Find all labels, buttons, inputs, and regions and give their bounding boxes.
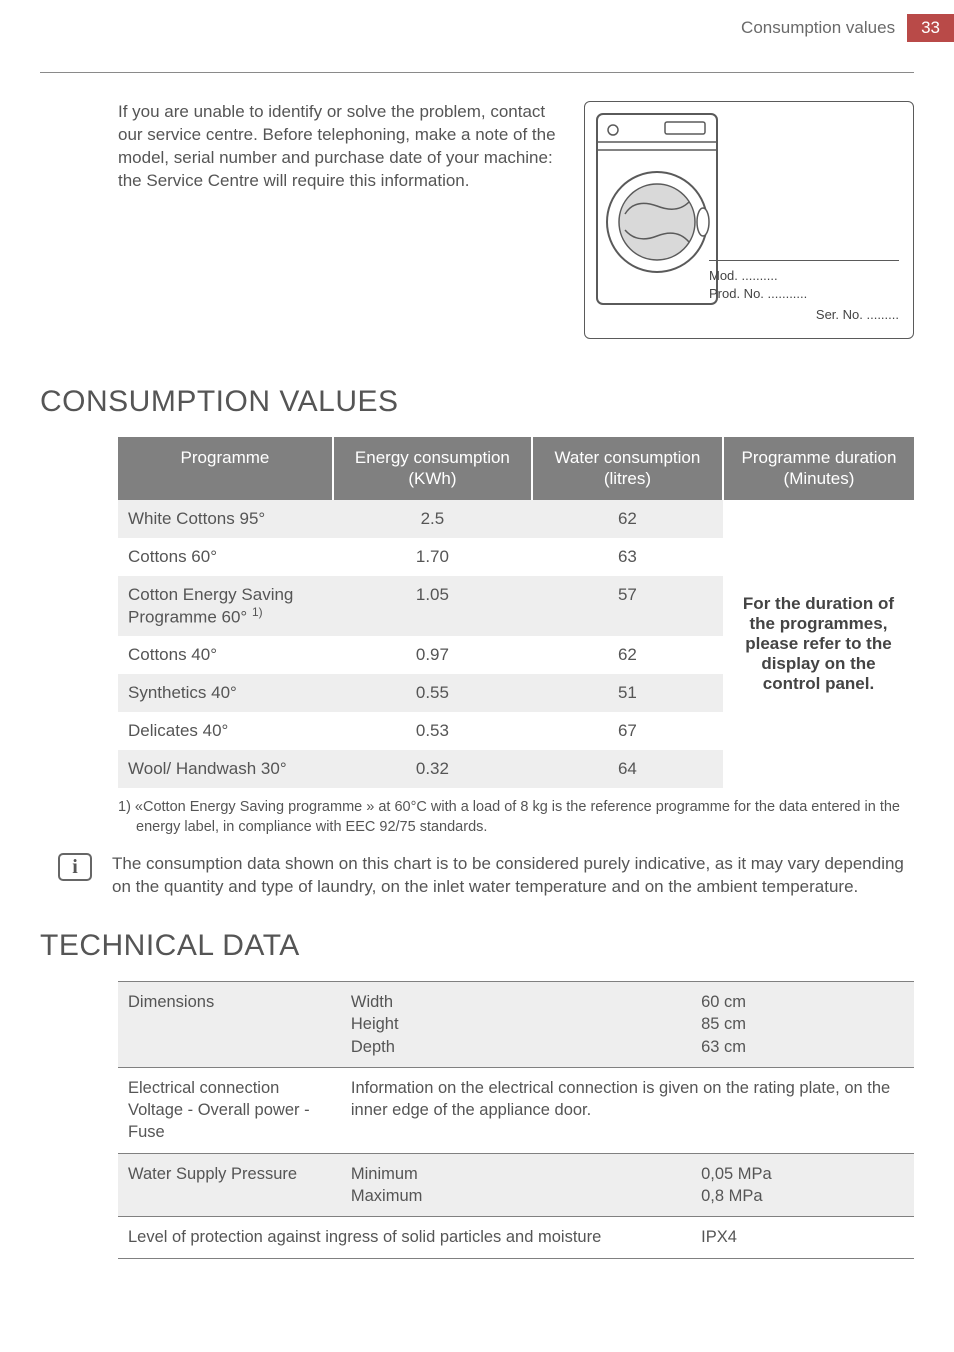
plate-mod: Mod. .......... xyxy=(709,267,899,285)
technical-cell: Information on the electrical connection… xyxy=(341,1067,914,1153)
programme-cell: Cottons 60° xyxy=(118,538,333,576)
header-title: Consumption values xyxy=(741,18,895,38)
technical-cell: IPX4 xyxy=(691,1217,914,1258)
energy-cell: 1.05 xyxy=(333,576,532,637)
technical-table-wrap: DimensionsWidthHeightDepth60 cm85 cm63 c… xyxy=(118,981,914,1258)
consumption-table: ProgrammeEnergy consumption(KWh)Water co… xyxy=(118,437,914,788)
consumption-table-wrap: ProgrammeEnergy consumption(KWh)Water co… xyxy=(118,437,914,788)
technical-cell: Water Supply Pressure xyxy=(118,1153,341,1217)
technical-cell: Level of protection against ingress of s… xyxy=(118,1217,691,1258)
technical-row: Water Supply PressureMinimumMaximum0,05 … xyxy=(118,1153,914,1217)
water-cell: 62 xyxy=(532,500,723,538)
header-rule xyxy=(40,72,914,73)
energy-cell: 1.70 xyxy=(333,538,532,576)
programme-cell: Cottons 40° xyxy=(118,636,333,674)
plate-ser: Ser. No. ......... xyxy=(709,306,899,324)
page-number: 33 xyxy=(907,14,954,42)
energy-cell: 2.5 xyxy=(333,500,532,538)
consumption-row: White Cottons 95°2.562For the duration o… xyxy=(118,500,914,538)
water-cell: 63 xyxy=(532,538,723,576)
consumption-heading: CONSUMPTION VALUES xyxy=(40,385,914,419)
water-cell: 51 xyxy=(532,674,723,712)
washing-machine-icon xyxy=(595,112,725,312)
technical-cell: 0,05 MPa0,8 MPa xyxy=(691,1153,914,1217)
programme-cell: Synthetics 40° xyxy=(118,674,333,712)
page-header: Consumption values 33 xyxy=(40,0,914,52)
programme-cell: White Cottons 95° xyxy=(118,500,333,538)
plate-prod: Prod. No. ........... xyxy=(709,285,899,303)
technical-cell: Dimensions xyxy=(118,982,341,1068)
duration-cell: For the duration of the programmes, plea… xyxy=(723,500,914,789)
technical-row: Level of protection against ingress of s… xyxy=(118,1217,914,1258)
info-note-row: i The consumption data shown on this cha… xyxy=(40,853,914,899)
water-cell: 64 xyxy=(532,750,723,788)
consumption-th: Programme duration(Minutes) xyxy=(723,437,914,500)
rating-plate: Mod. .......... Prod. No. ........... Se… xyxy=(709,260,899,324)
consumption-th: Energy consumption(KWh) xyxy=(333,437,532,500)
technical-row: Electrical connectionVoltage - Overall p… xyxy=(118,1067,914,1153)
technical-cell: MinimumMaximum xyxy=(341,1153,691,1217)
programme-cell: Wool/ Handwash 30° xyxy=(118,750,333,788)
programme-cell: Delicates 40° xyxy=(118,712,333,750)
water-cell: 57 xyxy=(532,576,723,637)
consumption-th: Programme xyxy=(118,437,333,500)
machine-diagram: Mod. .......... Prod. No. ........... Se… xyxy=(584,101,914,339)
programme-cell: Cotton Energy Saving Programme 60° 1) xyxy=(118,576,333,637)
info-note-text: The consumption data shown on this chart… xyxy=(112,853,914,899)
energy-cell: 0.55 xyxy=(333,674,532,712)
technical-row: DimensionsWidthHeightDepth60 cm85 cm63 c… xyxy=(118,982,914,1068)
technical-cell: WidthHeightDepth xyxy=(341,982,691,1068)
consumption-footnote: 1) «Cotton Energy Saving programme » at … xyxy=(118,798,914,837)
technical-cell: Electrical connectionVoltage - Overall p… xyxy=(118,1067,341,1153)
technical-cell: 60 cm85 cm63 cm xyxy=(691,982,914,1068)
energy-cell: 0.97 xyxy=(333,636,532,674)
energy-cell: 0.53 xyxy=(333,712,532,750)
consumption-th: Water consumption(litres) xyxy=(532,437,723,500)
technical-table: DimensionsWidthHeightDepth60 cm85 cm63 c… xyxy=(118,981,914,1258)
intro-row: If you are unable to identify or solve t… xyxy=(118,101,914,339)
technical-heading: TECHNICAL DATA xyxy=(40,929,914,963)
water-cell: 62 xyxy=(532,636,723,674)
energy-cell: 0.32 xyxy=(333,750,532,788)
water-cell: 67 xyxy=(532,712,723,750)
intro-text: If you are unable to identify or solve t… xyxy=(118,101,556,193)
info-icon: i xyxy=(58,853,92,881)
